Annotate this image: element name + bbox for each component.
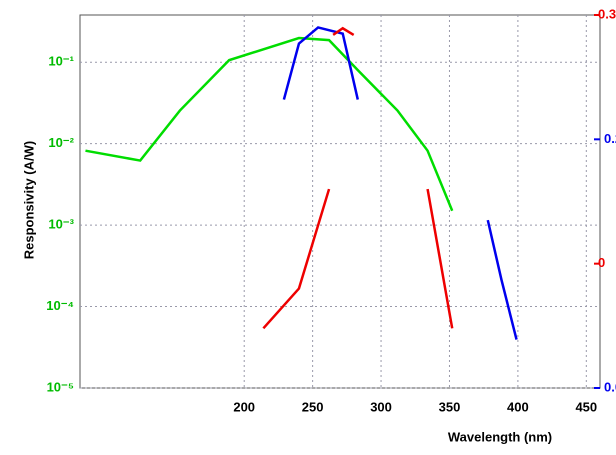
y2-tick-label: 0.0 xyxy=(604,379,616,394)
x-tick-label: 400 xyxy=(507,399,529,414)
x-tick-label: 200 xyxy=(233,399,255,414)
y3-tick-label: 0.3 xyxy=(598,6,616,21)
y3-tick-label: 0 xyxy=(598,255,605,270)
y-axis-label: Responsivity (A/W) xyxy=(21,141,36,259)
y-tick-label: 10⁻⁵ xyxy=(47,379,74,394)
series-line xyxy=(85,36,454,212)
x-tick-label: 350 xyxy=(439,399,461,414)
y2-tick-label: 0.2 xyxy=(604,131,616,146)
y-tick-label: 10⁻³ xyxy=(48,217,74,232)
x-tick-label: 250 xyxy=(302,399,324,414)
y-tick-label: 10⁻² xyxy=(48,135,74,150)
x-tick-label: 300 xyxy=(370,399,392,414)
y-tick-label: 10⁻¹ xyxy=(48,54,74,69)
y-tick-label: 10⁻⁴ xyxy=(46,298,74,313)
x-axis-label: Wavelength (nm) xyxy=(448,429,552,444)
plot-frame xyxy=(79,14,601,389)
series-line xyxy=(262,26,454,330)
series-line xyxy=(282,26,518,340)
x-tick-label: 450 xyxy=(575,399,597,414)
